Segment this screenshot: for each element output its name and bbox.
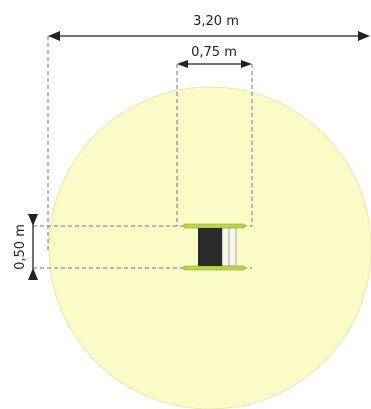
arrow-right-icon [358, 31, 370, 41]
equipment-seat [198, 228, 222, 266]
arrow-left-icon [48, 31, 60, 41]
dimension-total-width [48, 31, 370, 41]
play-equipment [183, 223, 245, 271]
label-item-depth: 0,50 m [13, 224, 28, 270]
dimension-item-width [177, 60, 252, 68]
equipment-bottom-rail [183, 265, 245, 271]
label-item-width: 0,75 m [191, 45, 237, 60]
arrow-right-icon [241, 60, 252, 68]
arrow-left-icon [177, 60, 188, 68]
arrow-down-icon [28, 214, 38, 226]
label-total-width: 3,20 m [193, 14, 239, 29]
equipment-top-rail [183, 223, 245, 229]
arrow-up-icon [28, 268, 38, 280]
dimension-item-depth [28, 214, 38, 280]
